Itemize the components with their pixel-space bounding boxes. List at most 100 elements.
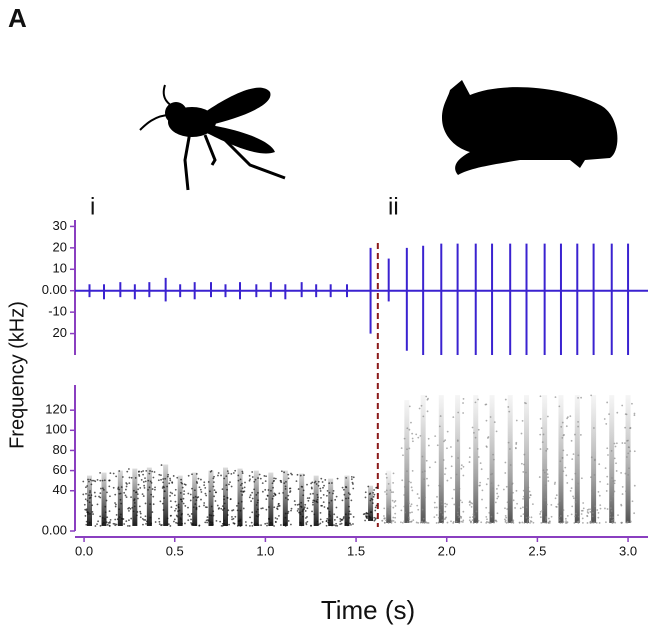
- speckle: [557, 503, 560, 506]
- speckle: [492, 487, 494, 490]
- speckle: [383, 515, 385, 517]
- speckle: [208, 490, 211, 493]
- speckle: [541, 521, 544, 524]
- speckle: [147, 488, 149, 491]
- speckle: [373, 516, 376, 519]
- speckle: [339, 520, 342, 523]
- speckle: [323, 484, 325, 487]
- speckle: [255, 493, 258, 496]
- speckle: [474, 436, 477, 439]
- y-tick-label: 30: [53, 218, 67, 233]
- speckle: [144, 515, 147, 518]
- y-tick-label: 40: [53, 482, 67, 497]
- speckle: [418, 407, 421, 410]
- speckle: [203, 504, 205, 507]
- speckle: [160, 478, 162, 481]
- speckle: [571, 505, 574, 508]
- speckle: [348, 516, 351, 519]
- speckle: [508, 448, 511, 450]
- speckle: [492, 453, 495, 456]
- speckle: [422, 415, 425, 418]
- speckle: [469, 501, 472, 504]
- speckle: [462, 412, 465, 414]
- speckle: [219, 520, 222, 523]
- speckle: [613, 457, 616, 460]
- speckle: [315, 483, 318, 485]
- speckle: [251, 511, 254, 514]
- speckle: [590, 476, 592, 479]
- speckle: [93, 491, 96, 494]
- speckle: [329, 515, 331, 517]
- speckle: [614, 445, 617, 448]
- speckle: [450, 520, 452, 523]
- speckle: [342, 488, 345, 491]
- speckle: [296, 503, 299, 506]
- speckle: [433, 501, 436, 504]
- speckle: [372, 491, 375, 494]
- speckle: [303, 474, 305, 477]
- y-tick-label: 20: [53, 239, 67, 254]
- speckle: [98, 495, 100, 498]
- speckle: [133, 501, 136, 504]
- speckle: [115, 475, 118, 478]
- pulse-column: [489, 395, 495, 523]
- y-tick-label: 100: [45, 422, 67, 437]
- speckle: [141, 517, 144, 520]
- speckle: [487, 521, 490, 524]
- pulse-column: [177, 475, 183, 526]
- speckle: [237, 502, 240, 505]
- speckle: [352, 523, 354, 525]
- speckle: [287, 520, 290, 522]
- speckle: [254, 524, 257, 527]
- speckle: [386, 507, 389, 510]
- speckle: [249, 494, 252, 497]
- speckle: [83, 503, 86, 506]
- speckle: [335, 495, 338, 498]
- speckle: [409, 511, 412, 514]
- speckle: [322, 486, 324, 489]
- speckle: [206, 519, 209, 521]
- speckle: [422, 517, 425, 520]
- speckle: [271, 523, 274, 526]
- speckle: [143, 518, 145, 521]
- speckle: [240, 500, 243, 503]
- speckle: [383, 521, 386, 524]
- speckle: [526, 520, 529, 522]
- speckle: [334, 524, 337, 527]
- speckle: [523, 463, 525, 466]
- speckle: [278, 504, 281, 507]
- speckle: [141, 493, 144, 496]
- speckle: [177, 510, 179, 513]
- speckle: [438, 425, 441, 428]
- speckle: [373, 489, 376, 491]
- speckle: [375, 486, 378, 489]
- speckle: [197, 477, 200, 480]
- speckle: [284, 522, 287, 525]
- speckle: [115, 523, 118, 526]
- pulse-column: [507, 395, 513, 523]
- speckle: [257, 477, 259, 479]
- pulse-column: [328, 478, 334, 526]
- speckle: [210, 505, 213, 508]
- x-tick-label: 3.0: [619, 543, 637, 558]
- speckle: [406, 470, 408, 473]
- speckle: [154, 486, 156, 489]
- speckle: [496, 497, 499, 500]
- speckle: [368, 515, 371, 518]
- speckle: [182, 502, 185, 505]
- speckle: [502, 488, 505, 491]
- speckle: [331, 524, 333, 527]
- speckle: [548, 520, 551, 523]
- pulse-column: [386, 470, 392, 523]
- speckle: [89, 491, 91, 494]
- speckle: [264, 488, 267, 491]
- speckle: [127, 525, 129, 527]
- speckle: [547, 480, 550, 482]
- speckle: [475, 522, 478, 524]
- speckle: [191, 487, 193, 490]
- speckle: [526, 522, 529, 524]
- speckle: [592, 511, 594, 514]
- speckle: [302, 494, 305, 497]
- speckle: [566, 514, 569, 517]
